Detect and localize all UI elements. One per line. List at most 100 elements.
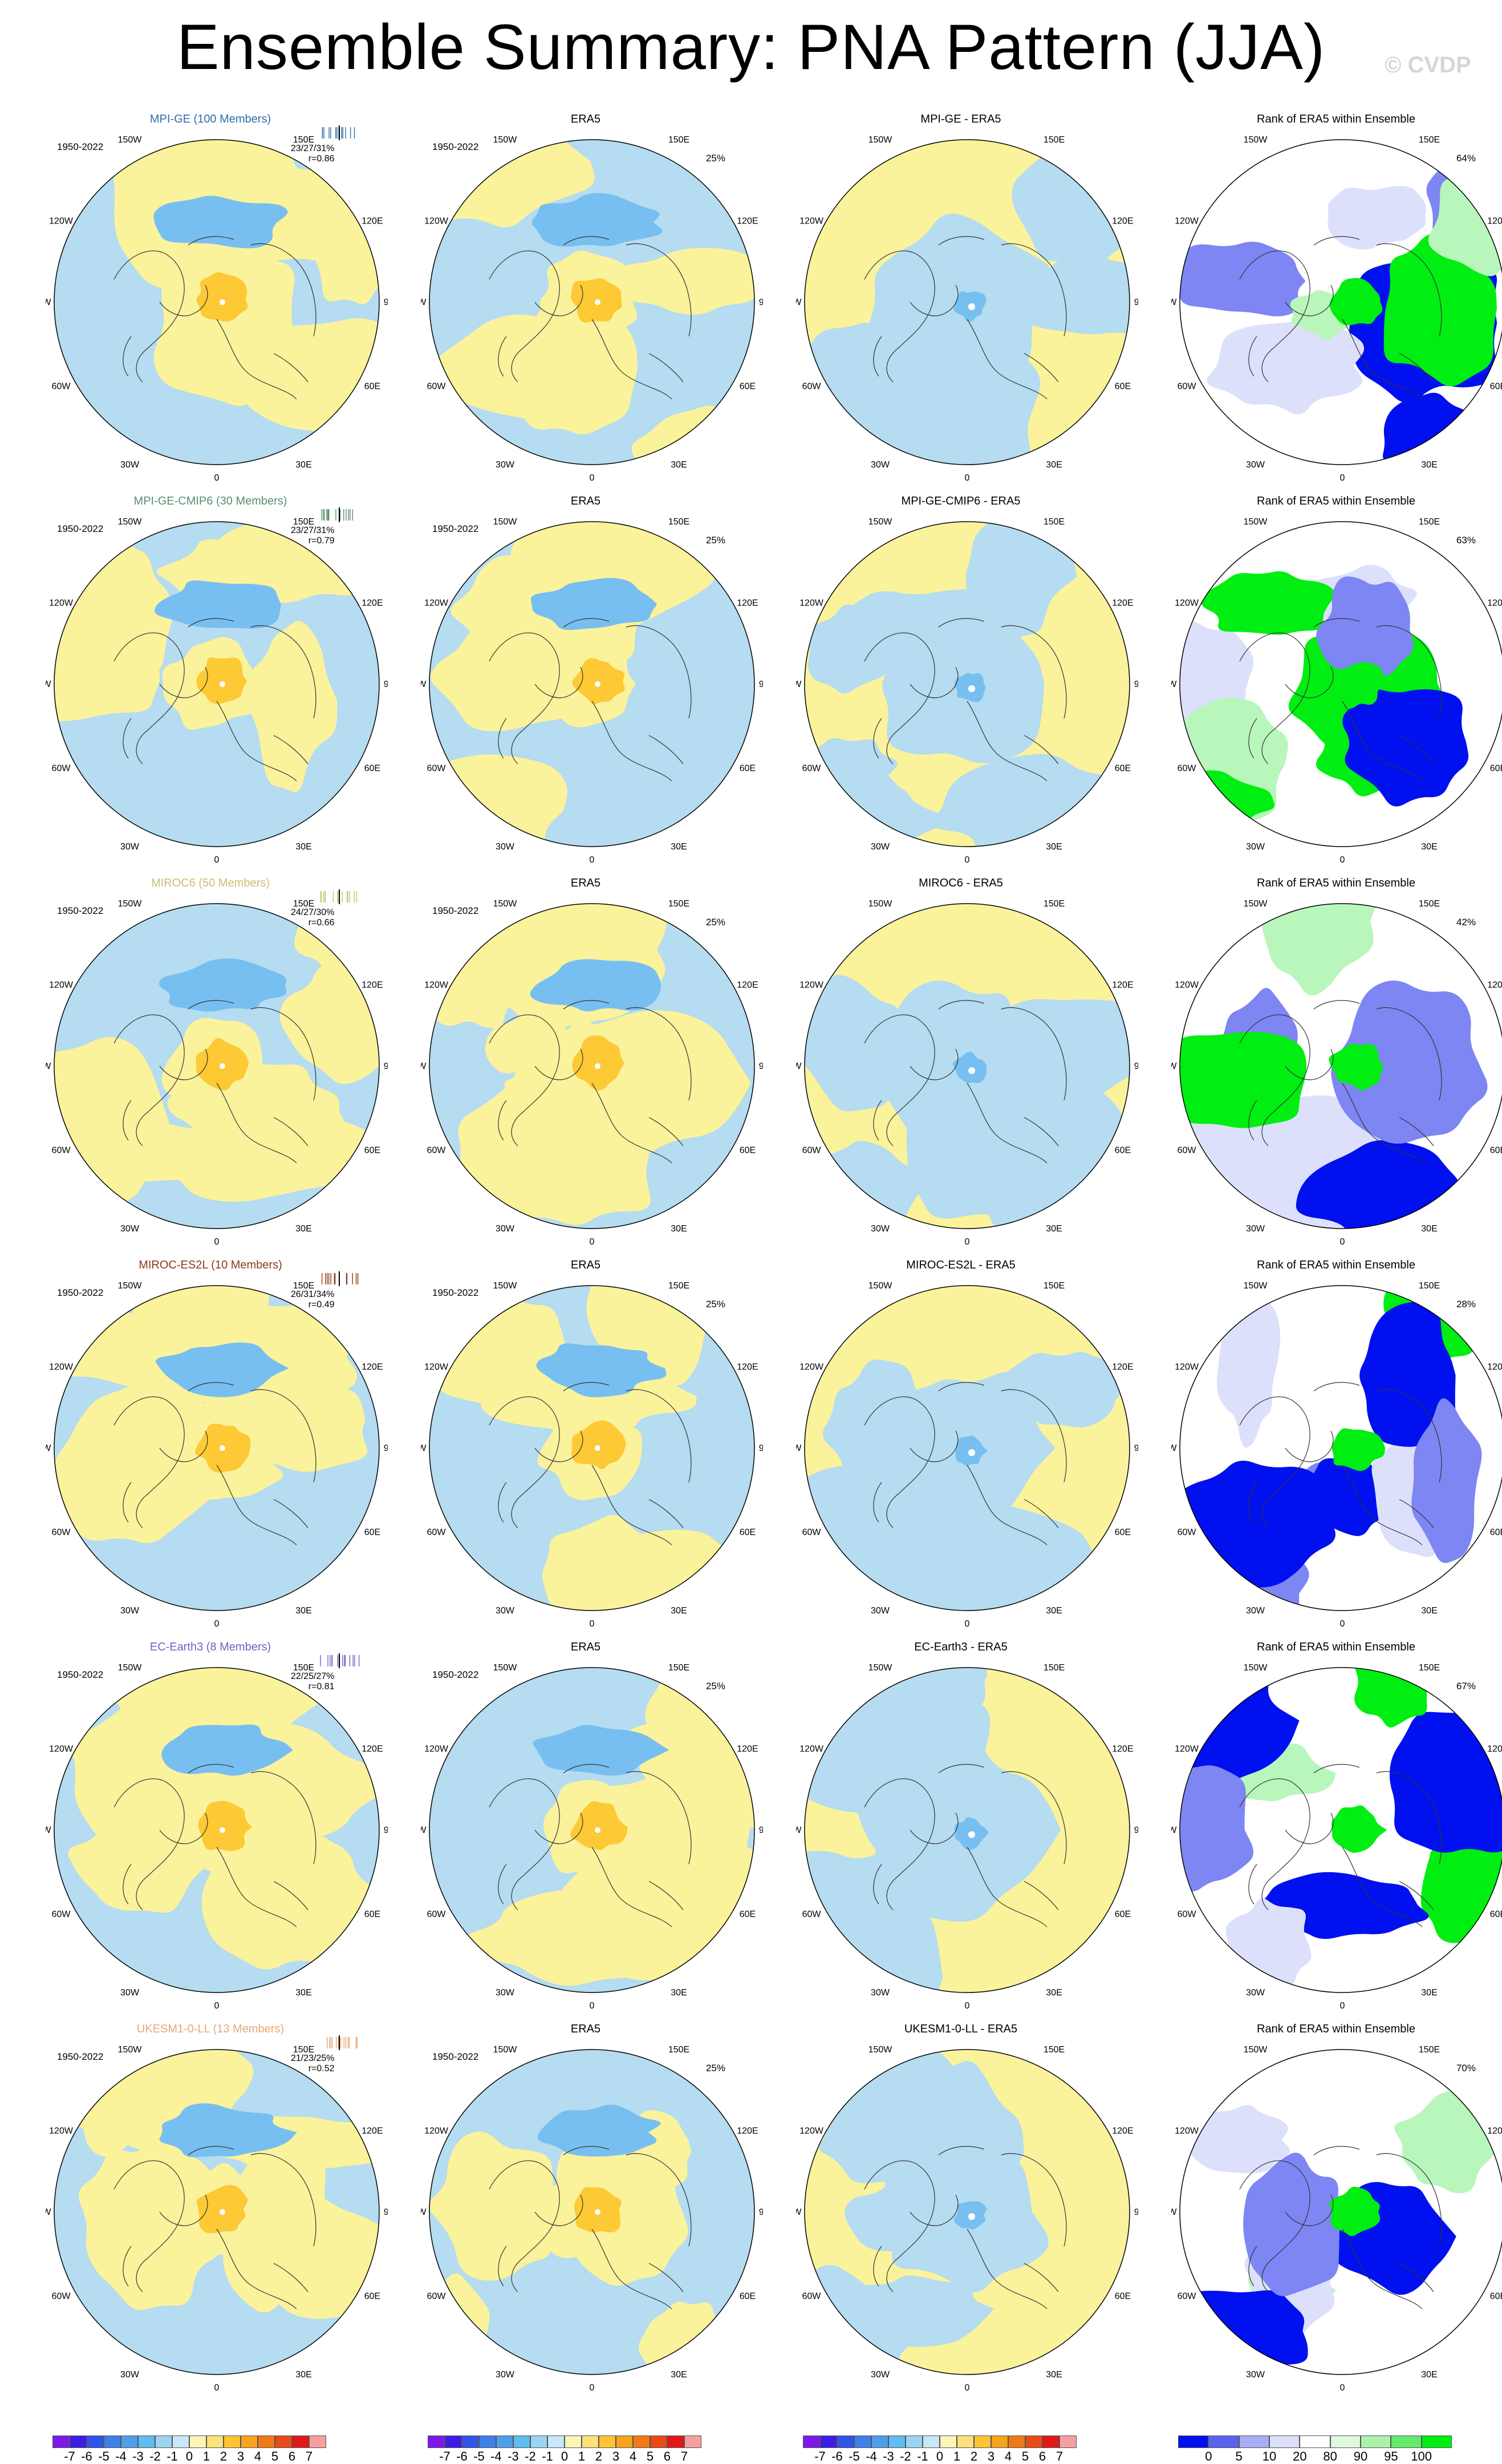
map-border: [429, 521, 755, 847]
colorbar-swatch: [172, 2435, 189, 2448]
rank-title: Rank of ERA5 within Ensemble: [1257, 113, 1415, 125]
lon-label: 120W: [49, 1745, 74, 1754]
lon-label: 180: [209, 1277, 225, 1279]
lon-label: 120E: [1112, 1745, 1133, 1754]
lon-label: 150E: [668, 517, 689, 527]
lon-label: 30W: [496, 842, 515, 852]
lon-label: 150W: [868, 135, 893, 145]
rank-region: [1329, 662, 1383, 709]
lon-label: 30E: [671, 2370, 687, 2380]
lon-label: 120E: [1112, 1363, 1133, 1372]
colorbar-tick: 20: [1293, 2449, 1307, 2463]
period-label: 1950-2022: [432, 1287, 479, 1298]
lon-label: 150E: [668, 2045, 689, 2055]
lon-label: 90W: [796, 2207, 802, 2217]
colorbar-swatch: [224, 2435, 241, 2448]
polar-map: 180150W150E120W120E90W90E60W60E30W30E0: [46, 2041, 388, 2393]
colorbar-swatch: [582, 2435, 599, 2448]
lon-label: 150E: [293, 1281, 314, 1291]
colorbar-tick: -6: [831, 2449, 843, 2463]
lon-label: 150W: [868, 517, 893, 527]
map-border: [1179, 521, 1502, 847]
lon-label: 180: [960, 131, 975, 133]
colorbar-tick: -4: [115, 2449, 127, 2463]
colorbar-swatch: [104, 2435, 121, 2448]
colorbar-swatch: [1330, 2435, 1361, 2448]
map-panel-rank: Rank of ERA5 within Ensemble 70% 180 150W 15…: [1148, 2018, 1502, 2400]
lon-label: 120W: [1175, 217, 1199, 226]
anomaly-region: [1017, 254, 1130, 335]
colorbar-tick: 5: [1235, 2449, 1243, 2463]
lon-label: 90W: [796, 1444, 802, 1453]
lon-label: 60W: [427, 382, 446, 392]
rank-region: [1329, 1043, 1384, 1091]
anomaly-region: [1004, 1352, 1130, 1428]
anomaly-core: [570, 1801, 628, 1850]
percent-label: 25%: [705, 153, 725, 164]
lon-label: 120W: [1175, 2126, 1199, 2136]
colorbar-tick: 10: [1262, 2449, 1277, 2463]
colorbar-swatch: [599, 2435, 616, 2448]
colorbar-swatch: [940, 2435, 957, 2448]
lon-label: 150W: [493, 517, 518, 527]
colorbar-tick: 2: [220, 2449, 228, 2463]
colorbar-tick-labels: -7 -6 -5 -4 -3 -2 -1 0 1 2 3 4 5 6 7: [52, 2449, 326, 2463]
period-label: 1950-2022: [432, 523, 479, 534]
colorbar-swatch: [1269, 2435, 1300, 2448]
lon-label: 90W: [46, 298, 51, 307]
lon-label: 60W: [1178, 1528, 1197, 1538]
lon-label: 0: [965, 1237, 970, 1247]
lon-label: 90W: [46, 1444, 51, 1453]
lon-label: 90E: [759, 1444, 763, 1453]
lon-label: 180: [584, 513, 600, 515]
colorbar-tick: -3: [132, 2449, 144, 2463]
map-panel-rank: Rank of ERA5 within Ensemble 67% 180 150W 15…: [1148, 1636, 1502, 2018]
lon-label: 0: [965, 2383, 970, 2393]
anomaly-region: [459, 1889, 704, 1986]
lon-label: 90W: [796, 1825, 802, 1835]
colorbar-tick: -1: [542, 2449, 553, 2463]
ensemble-stats: 23/27/31% r=0.86: [291, 144, 335, 164]
lon-label: 60E: [1115, 382, 1131, 392]
lon-label: 150W: [868, 2045, 893, 2055]
colorbar-swatch: [1239, 2435, 1269, 2448]
coastline: [864, 2146, 1067, 2310]
polar-map: 180150W150E120W120E90W90E60W60E30W30E0: [1171, 513, 1502, 865]
polar-map: 180150W150E120W120E90W90E60W60E30W30E0: [796, 1659, 1138, 2011]
lon-label: 60W: [427, 1146, 446, 1156]
colorbar-tick: 0: [1205, 2449, 1212, 2463]
colorbar-tick: 1: [578, 2449, 586, 2463]
lon-label: 60E: [1490, 1146, 1502, 1156]
lon-label: 0: [1340, 2383, 1345, 2393]
map-border: [1179, 1667, 1502, 1993]
rank-region: [1359, 1302, 1456, 1447]
lon-label: 120E: [362, 2126, 383, 2136]
colorbar-swatch: [241, 2435, 258, 2448]
map-border: [429, 2049, 755, 2375]
lon-label: 90E: [384, 1444, 388, 1453]
ensemble-stats: 22/25/27% r=0.81: [291, 1672, 335, 1692]
lon-label: 180: [209, 131, 225, 133]
obs-title: ERA5: [570, 113, 601, 125]
coastline: [1239, 236, 1442, 400]
map-panel-model: MPI-GE-CMIP6 (30 Members) 1950-2022 23/27/…: [23, 490, 398, 872]
lon-label: 180: [209, 1659, 225, 1661]
lon-label: 150W: [868, 1281, 893, 1291]
lon-label: 120E: [1112, 599, 1133, 608]
coastline: [864, 618, 1067, 782]
lon-label: 150E: [1044, 517, 1065, 527]
colorbar-tick: 6: [288, 2449, 296, 2463]
lon-label: 60W: [427, 764, 446, 774]
lon-label: 0: [1340, 2001, 1345, 2011]
colorbar-swatch: [633, 2435, 650, 2448]
lon-label: 60E: [1490, 2292, 1502, 2302]
lon-label: 30W: [120, 1988, 140, 1998]
colorbar-tick: 80: [1323, 2449, 1337, 2463]
polar-map: 180150W150E120W120E90W90E60W60E30W30E0: [46, 1659, 388, 2011]
lon-label: 150W: [118, 1281, 143, 1291]
percent-label: 25%: [705, 2063, 725, 2073]
lon-label: 60W: [427, 1528, 446, 1538]
lon-label: 30E: [295, 1606, 311, 1616]
diff-title: UKESM1-0-LL - ERA5: [904, 2023, 1018, 2035]
